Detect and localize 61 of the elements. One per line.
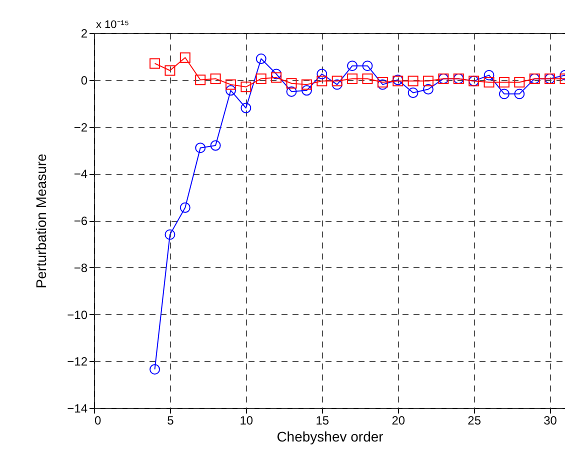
point [240, 102, 252, 114]
point [226, 79, 236, 90]
point [301, 79, 312, 90]
point [195, 142, 206, 154]
y-tick-label: −12 [67, 354, 88, 369]
point [301, 85, 312, 96]
x-tick-label: 15 [316, 414, 330, 428]
point [423, 84, 434, 94]
point [514, 76, 525, 88]
point [210, 73, 221, 84]
point [484, 70, 494, 80]
x-tick-label: 10 [240, 414, 254, 428]
text: x 10⁻¹⁵ [96, 19, 130, 31]
point [347, 60, 358, 72]
point [180, 202, 190, 213]
y-tick-label: 0 [80, 73, 88, 88]
x-axis-title: Chebyshev order [276, 428, 384, 444]
y-axis-title: Perturbation Measure [33, 153, 50, 288]
point [271, 68, 282, 80]
point [256, 54, 266, 64]
point [240, 82, 252, 92]
point [164, 65, 176, 76]
point [316, 76, 328, 86]
point [256, 73, 266, 84]
point [498, 76, 510, 88]
x-tick-label: 30 [544, 414, 558, 428]
point [286, 78, 297, 89]
point [362, 60, 373, 72]
x-tick-label: 0 [94, 414, 102, 428]
y-tick-label: −4 [74, 167, 88, 182]
point [514, 88, 525, 100]
x-tick-label: 5 [167, 414, 174, 428]
y-tick-label: −8 [74, 260, 88, 275]
point [316, 68, 328, 80]
point [332, 76, 342, 86]
point [150, 58, 160, 69]
y-tick-label: −10 [67, 308, 88, 322]
y-tick-label: 2 [80, 26, 88, 40]
point [484, 76, 494, 88]
x-tick-label: 20 [392, 414, 406, 428]
point [498, 88, 510, 100]
point [164, 229, 176, 240]
point [210, 140, 221, 151]
point [408, 76, 418, 86]
point [180, 52, 190, 63]
point [195, 74, 206, 86]
x-tick-label: 25 [468, 414, 482, 428]
point [408, 88, 418, 98]
point [423, 76, 434, 86]
point [347, 73, 358, 84]
y-tick-label: −14 [67, 402, 88, 416]
point [377, 76, 388, 88]
point [150, 364, 160, 375]
y-tick-label: −6 [74, 214, 88, 228]
point [377, 79, 388, 90]
y-tick-label: −2 [74, 120, 88, 134]
point [271, 72, 282, 83]
point [226, 85, 236, 96]
point [332, 79, 342, 90]
point [362, 73, 373, 84]
point [286, 86, 297, 97]
